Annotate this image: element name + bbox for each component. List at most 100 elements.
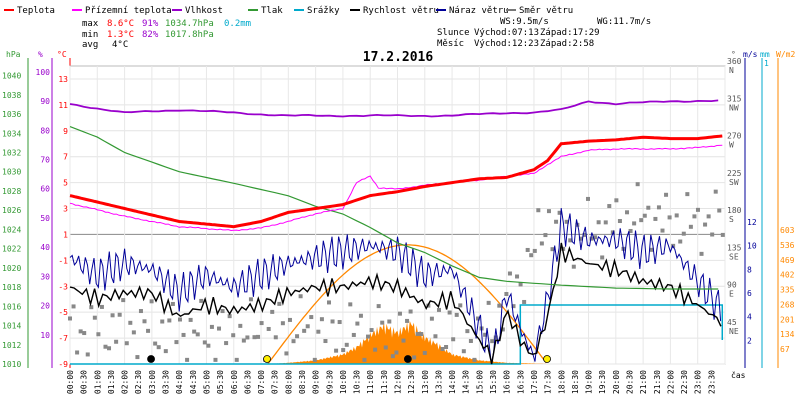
series-pressure — [69, 126, 719, 290]
axis-pct-tick: 30 — [40, 272, 50, 281]
x-tick-label: 18:30 — [571, 370, 580, 394]
axis-dir-label: E — [729, 290, 734, 299]
wind-dir-point — [177, 317, 182, 322]
x-tick-label: 01:00 — [93, 370, 102, 394]
wind-dir-point — [309, 315, 314, 320]
wind-dir-point — [685, 192, 690, 197]
wind-dir-point — [78, 329, 83, 334]
axis-hpa-tick: 1024 — [2, 225, 21, 234]
wind-dir-point — [681, 231, 686, 236]
wind-dir-point — [291, 339, 296, 344]
wind-dir-point — [348, 302, 353, 307]
wind-dir-point — [295, 334, 300, 339]
wind-dir-point — [71, 304, 76, 309]
wind-dir-point — [483, 332, 488, 337]
axis-wm2-tick: 603 — [780, 226, 795, 235]
stats-max-press: 1034.7hPa — [165, 19, 214, 29]
axis-pct-tick: 80 — [40, 126, 50, 135]
axis-dir-label: W — [729, 141, 734, 150]
x-tick-label: 06:30 — [243, 370, 252, 394]
wind-dir-point — [174, 340, 179, 345]
wind-dir-point — [692, 214, 697, 219]
wind-dir-point — [419, 332, 424, 337]
wind-dir-point — [589, 236, 594, 241]
wind-dir-point — [543, 233, 548, 238]
wind-dir-point — [660, 228, 665, 233]
axis-temp-tick: 3 — [63, 205, 68, 214]
wind-dir-point — [440, 346, 445, 351]
wind-dir-point — [497, 303, 502, 308]
wind-dir-point — [454, 312, 459, 317]
x-tick-label: 04:30 — [189, 370, 198, 394]
wind-dir-point — [390, 354, 395, 359]
axis-ms-tick: 2 — [747, 336, 752, 345]
wind-dir-point — [224, 341, 229, 346]
wind-dir-point — [688, 224, 693, 229]
legend-label: Srážky — [307, 6, 340, 16]
wind-dir-point — [231, 333, 236, 338]
wind-dir-point — [319, 317, 324, 322]
wind-dir-point — [394, 350, 399, 355]
wind-dir-point — [617, 219, 622, 224]
wind-dir-point — [256, 334, 261, 339]
legend-label: Přízemní teplota — [85, 6, 172, 16]
axis-dir-label: NW — [729, 103, 739, 112]
x-tick-label: 20:00 — [612, 370, 621, 394]
x-tick-label: 21:00 — [639, 370, 648, 394]
wind-dir-point — [511, 304, 516, 309]
wind-dir-point — [710, 232, 715, 237]
wind-dir-point — [713, 189, 718, 194]
x-tick-label: 22:30 — [680, 370, 689, 394]
x-tick-label: 01:30 — [107, 370, 116, 394]
wind-dir-point — [500, 327, 505, 332]
wind-dir-point — [305, 324, 310, 329]
wind-dir-point — [85, 352, 90, 357]
axis-dir-label: S — [729, 215, 734, 224]
x-tick-label: 20:30 — [625, 370, 634, 394]
wind-dir-point — [614, 198, 619, 203]
axis-wm2-tick: 335 — [780, 286, 795, 295]
x-tick-label: 09:00 — [312, 370, 321, 394]
wind-dir-point — [472, 357, 477, 362]
wind-dir-point — [596, 220, 601, 225]
axis-ms-tick: 6 — [747, 289, 752, 298]
x-tick-label: 19:00 — [585, 370, 594, 394]
moon-label: Měsíc — [437, 39, 464, 49]
x-tick-label: 11:30 — [380, 370, 389, 394]
x-tick-label: 07:30 — [271, 370, 280, 394]
wind-dir-point — [461, 349, 466, 354]
legend-item: Rychlost větru — [350, 6, 439, 16]
axis-dir-tick: 315 — [727, 94, 742, 103]
wind-dir-point — [476, 316, 481, 321]
legend-item: Teplota — [4, 6, 55, 16]
moon-rise: Východ:12:23 — [474, 39, 539, 49]
axis-pct-tick: 50 — [40, 214, 50, 223]
axis-dir-tick: 180 — [727, 206, 742, 215]
wind-dir-point — [695, 207, 700, 212]
wind-dir-point — [401, 338, 406, 343]
wind-dir-point — [107, 346, 112, 351]
stats-max-hum: 91% — [142, 19, 159, 29]
wind-dir-point — [68, 316, 72, 321]
wind-dir-point — [415, 331, 420, 336]
wind-dir-point — [493, 335, 498, 340]
wind-dir-point — [539, 241, 544, 246]
wind-dir-point — [600, 255, 605, 260]
wind-dir-point — [582, 232, 587, 237]
wind-dir-point — [649, 247, 654, 252]
unit-hpa: hPa — [6, 50, 21, 59]
wind-dir-point — [181, 332, 186, 337]
wind-dir-point — [564, 219, 569, 224]
x-tick-label: 11:00 — [366, 370, 375, 394]
wind-dir-point — [366, 334, 371, 339]
wind-dir-point — [167, 318, 172, 323]
axis-hpa-tick: 1030 — [2, 168, 21, 177]
axis-pct-tick: 40 — [40, 243, 50, 252]
wind-dir-point — [465, 329, 470, 334]
stats-min-hum: 82% — [142, 30, 159, 40]
wind-dir-point — [195, 332, 200, 337]
wind-dir-point — [699, 251, 704, 256]
axis-hpa-tick: 1032 — [2, 149, 21, 158]
